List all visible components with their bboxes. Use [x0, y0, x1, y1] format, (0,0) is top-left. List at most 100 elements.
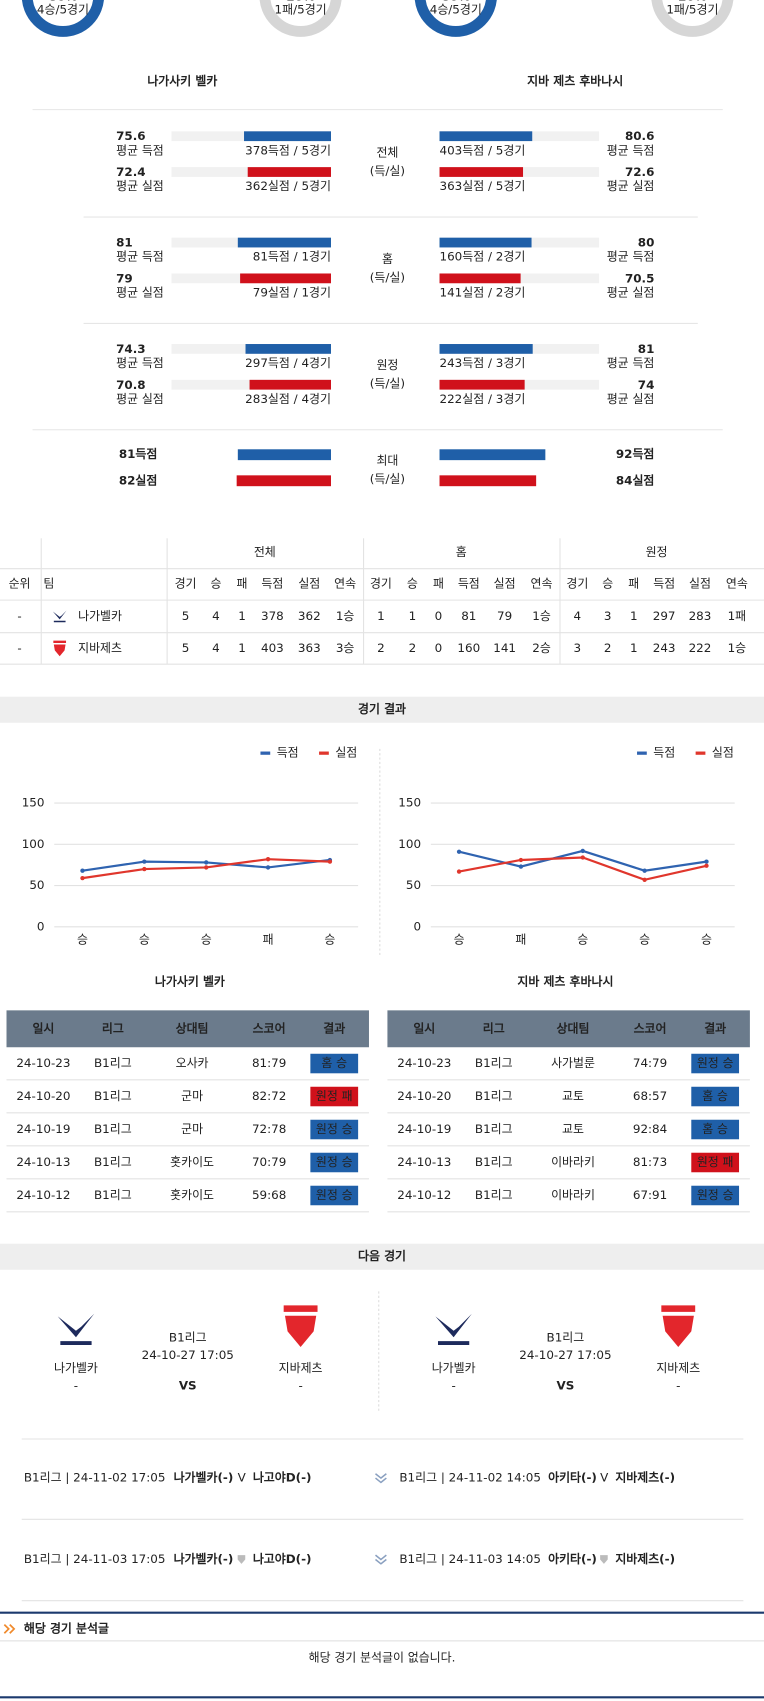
team-logo: [435, 1313, 472, 1346]
table-cell: 378: [261, 609, 284, 623]
result-text: 원정 승: [697, 1188, 734, 1202]
column-header: 득점: [458, 576, 480, 590]
column-header: 실점: [494, 576, 516, 590]
loss-record: 1패/5경기: [275, 2, 327, 16]
table-cell: 24-10-19: [397, 1122, 451, 1136]
team-name: 나가벨카: [54, 1361, 98, 1375]
result-text: 원정 승: [316, 1155, 353, 1169]
column-header: 득점: [261, 576, 283, 590]
table-cell: 362: [298, 609, 321, 623]
column-header: 순위: [9, 576, 31, 590]
table-cell: B1리그: [94, 1188, 132, 1202]
stat-value: 81: [116, 236, 133, 250]
stat-max: 81득점: [119, 447, 158, 461]
column-header: 결과: [323, 1021, 345, 1035]
team-name: 지바제츠: [279, 1361, 323, 1375]
result-badge: [691, 1053, 740, 1074]
point: [456, 869, 462, 874]
stat-caption: 평균 득점: [116, 250, 164, 264]
column-header: 경기: [175, 576, 197, 590]
stat-sublabel: (득/실): [370, 270, 405, 284]
column-header: 팀: [43, 576, 54, 590]
stat-sublabel: (득/실): [370, 472, 405, 486]
fixture-away: 나고야D(-): [253, 1552, 312, 1566]
table-cell: 70:79: [252, 1155, 286, 1169]
table-cell: 24-10-13: [397, 1155, 451, 1169]
stat-detail: 362실점 / 5경기: [245, 179, 331, 193]
table-cell: 59:68: [252, 1188, 286, 1202]
stat-value: 72.6: [625, 165, 654, 179]
stat-bar: [249, 379, 331, 390]
x-tick-label: 승: [77, 932, 88, 946]
stat-detail: 403득점 / 5경기: [440, 143, 526, 157]
datetime: 24-10-27 17:05: [142, 1348, 234, 1362]
team-rank: -: [676, 1378, 680, 1392]
loss-ring: [259, 0, 342, 37]
result-badge: [691, 1119, 740, 1140]
table-cell: 0: [435, 609, 443, 623]
stat-detail: 160득점 / 2경기: [440, 250, 526, 264]
stat-value: 70.8: [116, 378, 145, 392]
table-cell: 0: [435, 641, 443, 655]
team-name: 나가사키 벨카: [147, 74, 217, 88]
stat-bar: [240, 273, 331, 284]
x-tick-label: 승: [639, 932, 650, 946]
stat-bar: [439, 273, 521, 284]
stat-detail: 243득점 / 3경기: [440, 356, 526, 370]
result-text: 원정 패: [697, 1155, 734, 1169]
x-tick-label: 패: [263, 932, 274, 946]
win-ring: [21, 0, 104, 37]
group-header: 홈: [456, 545, 467, 559]
stat-bar: [245, 344, 331, 354]
table-cell: 이바라키: [551, 1155, 595, 1169]
legend-label: 득점: [277, 746, 299, 760]
point: [204, 860, 209, 865]
column-header: 실점: [689, 576, 711, 590]
column-header: 패: [237, 576, 248, 590]
result-badge: [691, 1086, 740, 1107]
result-badge: [691, 1152, 740, 1173]
table-cell: B1리그: [475, 1056, 513, 1070]
x-tick-label: 승: [701, 932, 712, 946]
result-text: 홈 승: [321, 1056, 347, 1070]
table-cell: 사가벌룬: [551, 1056, 595, 1070]
table-cell: 이바라키: [551, 1188, 595, 1202]
stat-detail: 283실점 / 4경기: [245, 392, 331, 406]
fixture-info: B1리그 | 24-11-03 17:05: [24, 1552, 166, 1566]
fixture-home: 나가벨카(-): [174, 1471, 234, 1485]
stat-bar: [439, 379, 525, 390]
point: [518, 864, 524, 869]
table-cell: 68:57: [633, 1089, 667, 1103]
datetime: 24-10-27 17:05: [519, 1348, 611, 1362]
fixture-mark: V: [600, 1471, 609, 1485]
table-cell: 1승: [532, 609, 551, 623]
point: [265, 856, 271, 862]
table-cell: 363: [298, 641, 321, 655]
table-cell: 1: [409, 609, 417, 623]
table-cell: B1리그: [94, 1155, 132, 1169]
league: B1리그: [169, 1331, 207, 1345]
stat-max: 84실점: [616, 473, 655, 487]
fixture-home: 아키타(-): [548, 1552, 597, 1566]
stat-bar: [236, 475, 331, 487]
table-cell: -: [17, 641, 21, 655]
win-pct: 80%: [49, 0, 78, 3]
result-badge: [691, 1185, 740, 1206]
x-tick-label: 패: [515, 932, 526, 946]
result-badge: [310, 1086, 359, 1107]
legend-label: 실점: [335, 746, 357, 760]
team-cell: 지바제츠: [78, 641, 122, 655]
stat-detail: 297득점 / 4경기: [245, 356, 331, 370]
x-tick-label: 승: [324, 932, 335, 946]
table-cell: 74:79: [633, 1056, 667, 1070]
stat-caption: 평균 득점: [116, 143, 164, 157]
table-cell: 24-10-13: [16, 1155, 70, 1169]
fixture-home: 아키타(-): [548, 1471, 597, 1485]
fixture-info: B1리그 | 24-11-02 14:05: [399, 1471, 541, 1485]
stat-caption: 평균 득점: [116, 356, 164, 370]
team-name: 나가벨카: [432, 1361, 476, 1375]
stat-detail: 363실점 / 5경기: [440, 179, 526, 193]
table-cell: B1리그: [94, 1089, 132, 1103]
team-rank: -: [298, 1378, 302, 1392]
section-bar: [0, 1243, 764, 1270]
